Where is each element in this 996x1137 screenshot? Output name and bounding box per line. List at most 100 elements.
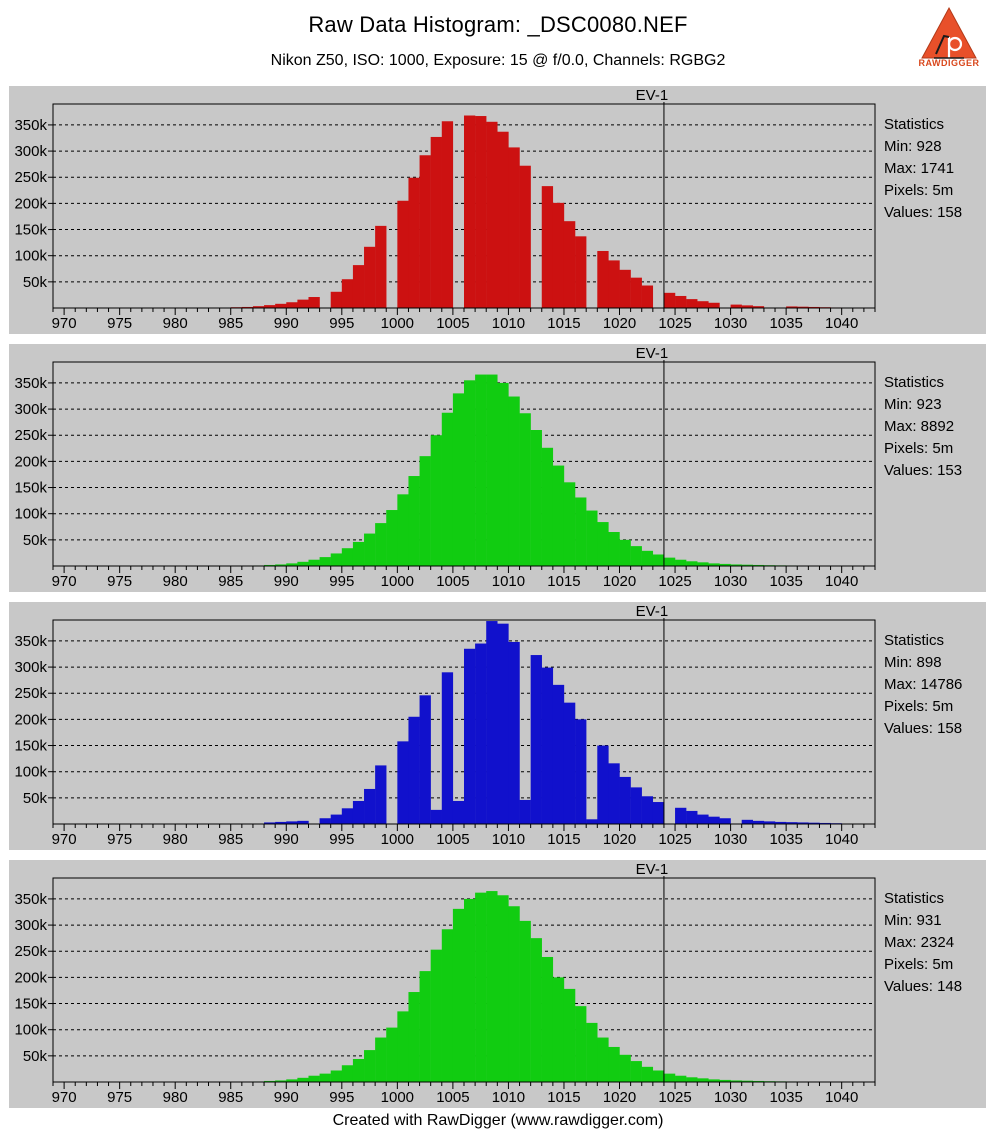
y-tick-label: 100k: [14, 764, 47, 781]
x-tick-label: 1025: [658, 315, 691, 332]
histogram-bar: [375, 225, 387, 308]
histogram-bar: [408, 992, 420, 1082]
rawdigger-logo: [921, 6, 977, 59]
histogram-bar: [541, 956, 554, 1082]
histogram-bar: [541, 667, 554, 824]
histogram-bar: [286, 563, 298, 566]
histogram-chart-r: 50k 100k 150k 200k 250k 300k 350k EV-1 970 975 980…: [14, 87, 876, 332]
stats-heading: Statistics: [884, 890, 945, 907]
histogram-bar: [552, 684, 565, 824]
histogram-panel-g: 50k 100k 150k 200k 250k 300k 350k EV-1 970 975 980…: [9, 344, 986, 592]
histogram-bar: [808, 822, 820, 824]
histogram-bar: [675, 1075, 687, 1082]
histogram-bar: [686, 299, 698, 308]
y-tick-label: 200k: [14, 969, 47, 986]
x-tick-label: 1020: [603, 315, 636, 332]
ev-marker-label: EV-1: [636, 345, 669, 362]
histogram-bar: [741, 1080, 754, 1082]
y-tick-label: 50k: [23, 790, 48, 807]
y-tick-label: 250k: [14, 169, 47, 186]
histogram-bar: [264, 564, 276, 566]
x-tick-label: 1035: [769, 573, 802, 590]
histogram-bar: [730, 304, 742, 308]
histogram-bar: [264, 1080, 276, 1082]
histogram-bar: [575, 236, 587, 308]
histogram-bar: [441, 412, 454, 566]
stats-min: Min: 931: [884, 912, 942, 929]
histogram-bar: [597, 250, 609, 308]
stats-max: Max: 2324: [884, 934, 955, 951]
histogram-bar: [352, 800, 365, 824]
x-tick-label: 1025: [658, 1089, 691, 1106]
stats-max: Max: 8892: [884, 418, 955, 435]
x-tick-label: 970: [52, 315, 77, 332]
x-tick-label: 1025: [658, 573, 691, 590]
y-tick-label: 350k: [14, 891, 47, 908]
histogram-bar: [319, 557, 331, 566]
histogram-bar: [519, 413, 531, 566]
ev-marker-label: EV-1: [636, 603, 669, 620]
ev-marker-label: EV-1: [636, 87, 669, 104]
histogram-bar: [375, 765, 387, 824]
histogram-bar: [475, 116, 487, 309]
histogram-bar: [763, 821, 776, 824]
x-tick-label: 1015: [547, 831, 580, 848]
histogram-bar: [452, 908, 465, 1082]
histogram-bar: [308, 297, 320, 308]
y-tick-label: 350k: [14, 375, 47, 392]
histogram-bar: [508, 906, 520, 1082]
histogram-bar: [786, 822, 798, 824]
x-tick-label: 985: [218, 831, 243, 848]
histogram-bar: [797, 822, 809, 824]
stats-values: Values: 158: [884, 720, 963, 737]
x-tick-label: 975: [107, 1089, 132, 1106]
x-tick-label: 1030: [714, 573, 747, 590]
histogram-bar: [486, 621, 498, 824]
x-tick-label: 995: [329, 831, 354, 848]
y-tick-label: 300k: [14, 917, 47, 934]
histogram-bar: [408, 716, 420, 824]
histogram-bar: [808, 306, 820, 308]
histogram-bar: [341, 279, 354, 308]
x-tick-label: 1010: [492, 1089, 525, 1106]
histogram-bar: [652, 1070, 665, 1082]
histogram-bar: [475, 643, 487, 824]
histogram-bar: [530, 430, 542, 566]
histogram-bar: [441, 121, 454, 308]
statistics-box: Statistics Min: 923 Max: 8892 Pixels: 5m…: [884, 372, 984, 482]
x-tick-label: 990: [274, 573, 299, 590]
x-tick-label: 1015: [547, 315, 580, 332]
x-tick-label: 1015: [547, 573, 580, 590]
histogram-bar: [675, 807, 687, 824]
histogram-bar: [541, 186, 554, 308]
histogram-bar: [364, 246, 376, 308]
histogram-bar: [364, 533, 376, 566]
x-tick-label: 1005: [436, 315, 469, 332]
x-tick-label: 990: [274, 315, 299, 332]
stats-pixels: Pixels: 5m: [884, 698, 954, 715]
x-tick-label: 1020: [603, 831, 636, 848]
histogram-bar: [730, 1080, 742, 1082]
y-tick-label: 150k: [14, 738, 47, 755]
x-tick-label: 980: [163, 573, 188, 590]
x-tick-label: 990: [274, 1089, 299, 1106]
histogram-bar: [319, 818, 331, 824]
histogram-bar: [508, 641, 520, 824]
histogram-bar: [597, 745, 609, 824]
histogram-bar: [297, 561, 309, 566]
histogram-bar: [652, 802, 665, 824]
histogram-bar: [352, 265, 365, 308]
x-tick-label: 1030: [714, 831, 747, 848]
x-tick-label: 1015: [547, 1089, 580, 1106]
histogram-bar: [419, 456, 431, 566]
y-tick-label: 300k: [14, 659, 47, 676]
histogram-bar: [619, 1054, 631, 1082]
histogram-bar: [608, 532, 620, 566]
histogram-bar: [741, 819, 754, 824]
histogram-bar: [341, 808, 354, 824]
histogram-bar: [552, 977, 565, 1082]
y-tick-label: 150k: [14, 996, 47, 1013]
histogram-bar: [697, 1078, 709, 1082]
histogram-bar: [719, 818, 731, 824]
histogram-bar: [563, 221, 576, 308]
